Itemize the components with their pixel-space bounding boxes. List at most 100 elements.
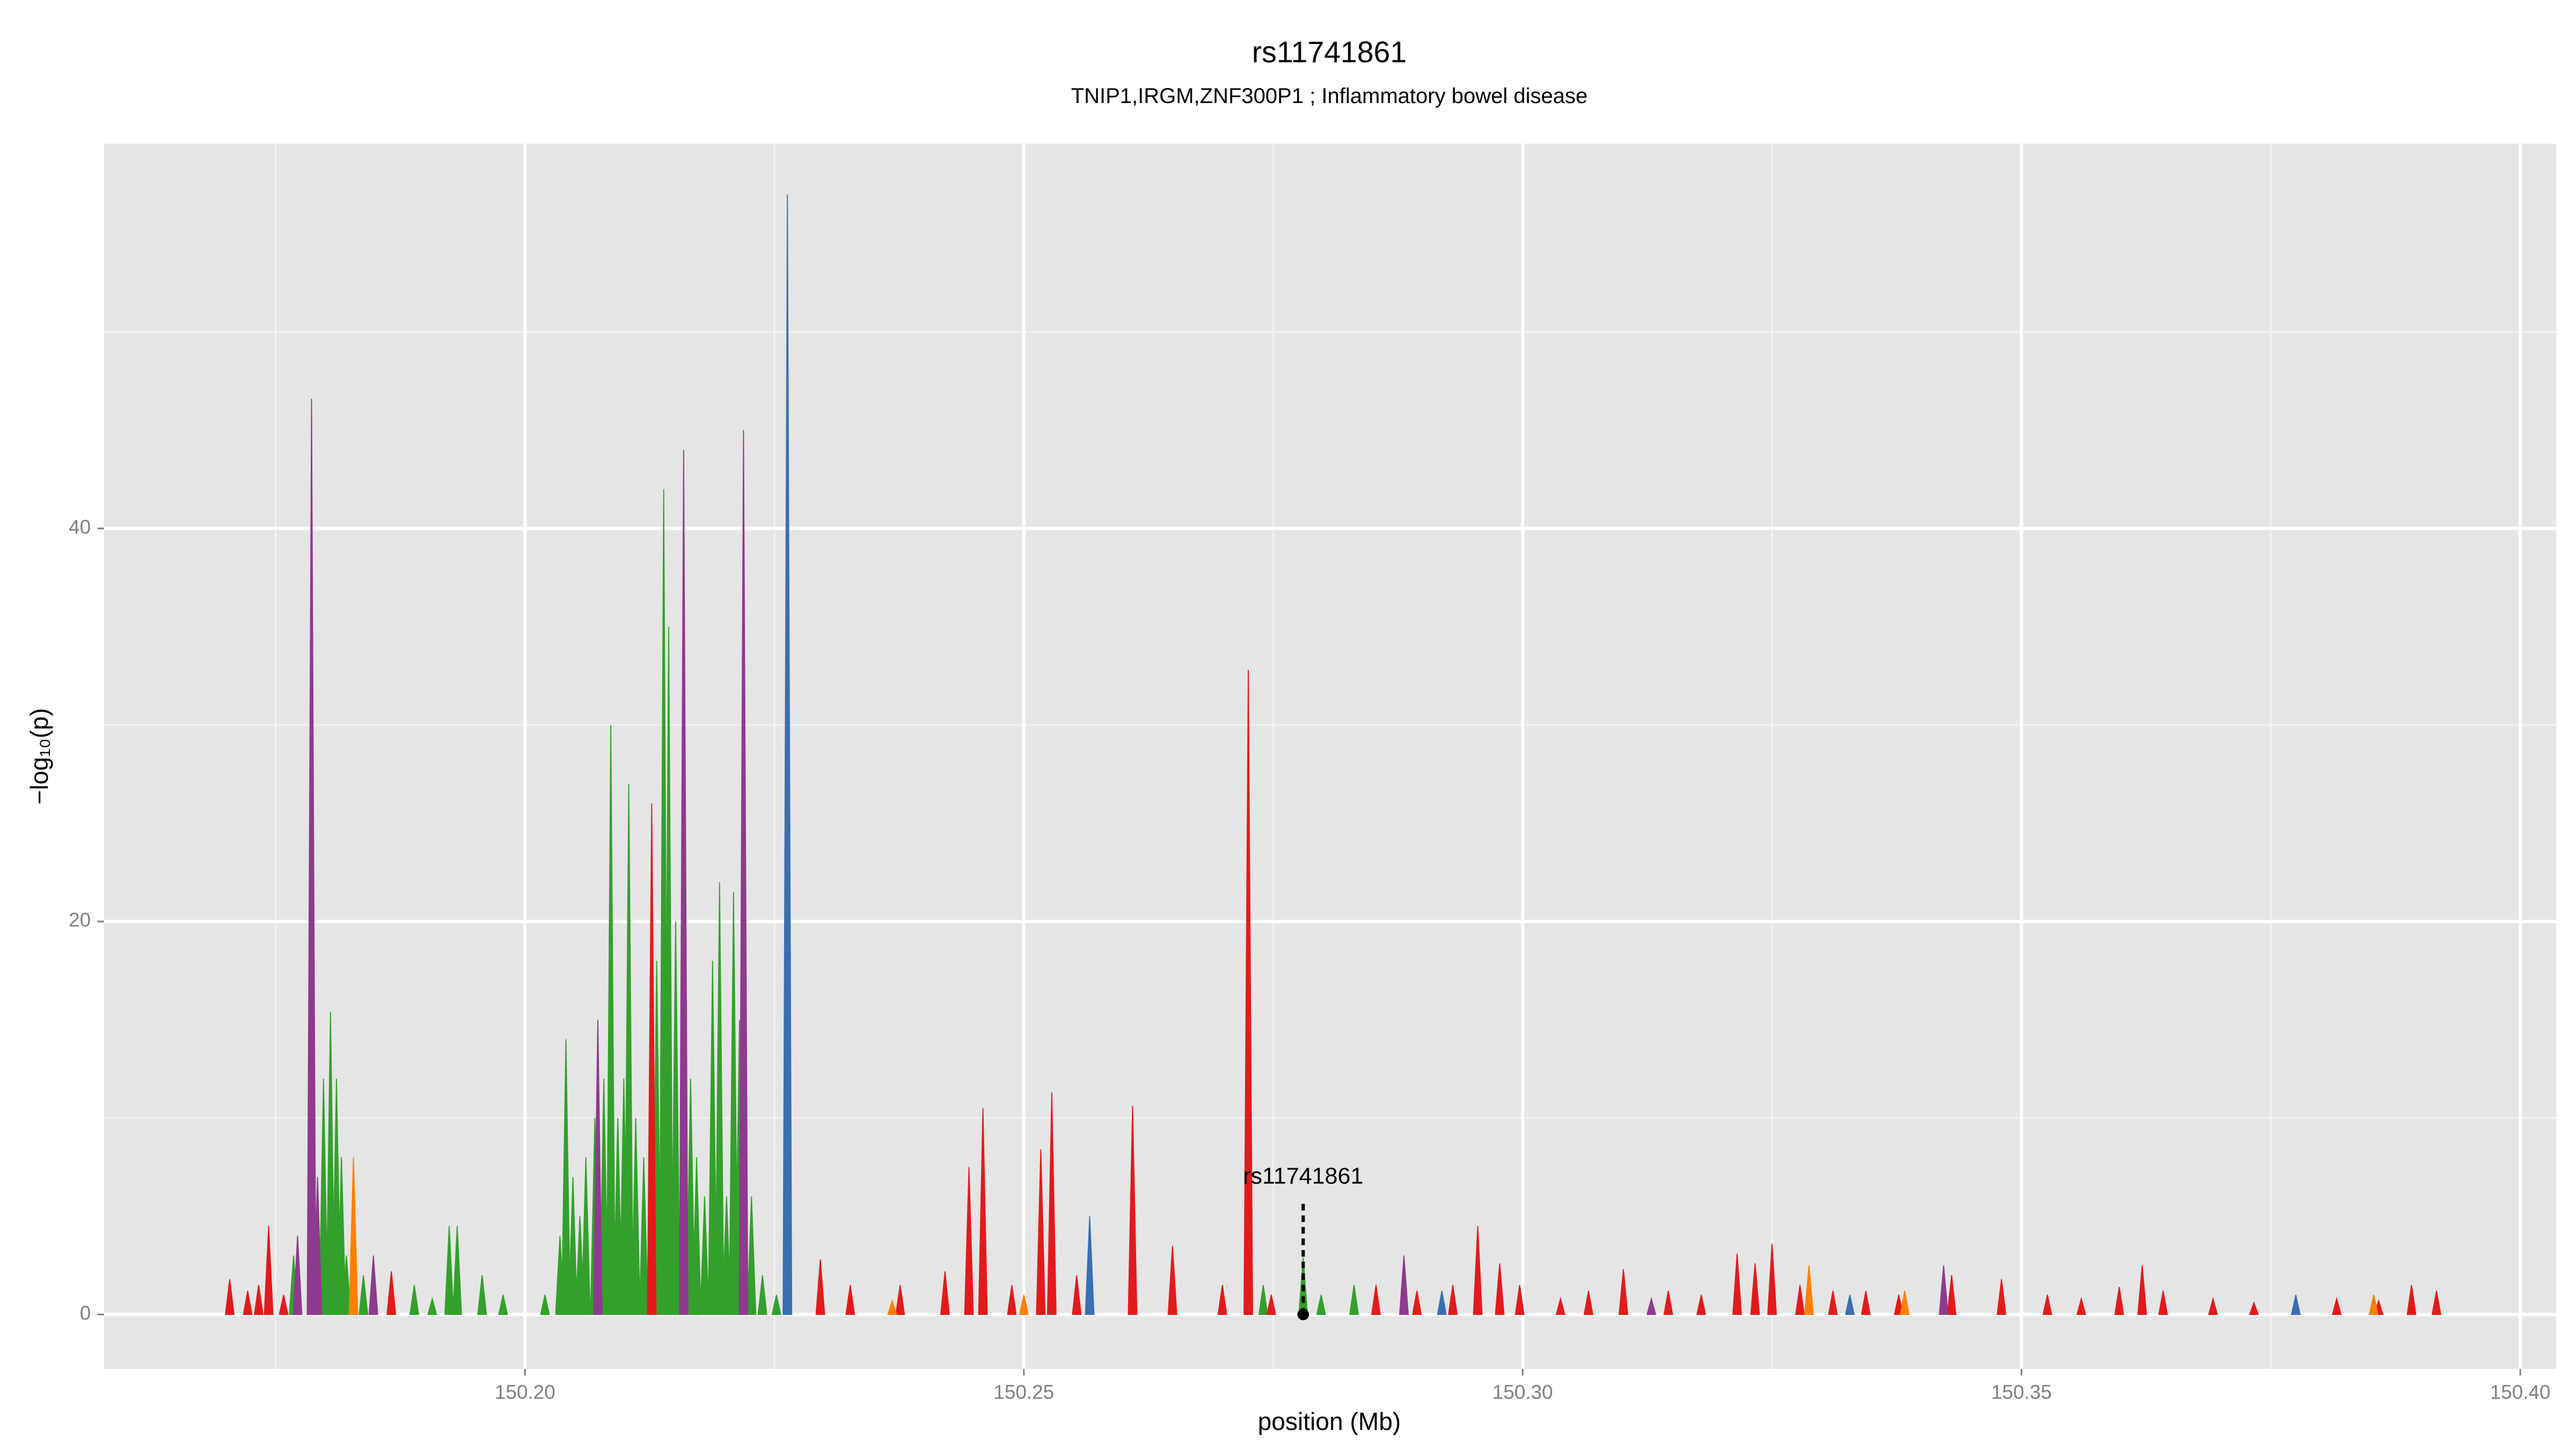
area-peak xyxy=(1085,1216,1095,1315)
area-peak xyxy=(1412,1291,1422,1315)
area-peak xyxy=(1243,670,1253,1315)
area-peak xyxy=(561,1039,571,1315)
area-peak xyxy=(714,882,724,1315)
area-peak xyxy=(2208,1297,2218,1315)
area-peak xyxy=(664,626,674,1315)
area-peak xyxy=(2137,1265,2147,1315)
x-tick-label: 150.20 xyxy=(495,1381,555,1403)
area-peak xyxy=(1514,1285,1525,1315)
annotation-label: rs11741861 xyxy=(1243,1163,1363,1189)
x-axis-title: position (Mb) xyxy=(1258,1407,1401,1435)
area-peak xyxy=(306,398,317,1315)
area-peak xyxy=(386,1271,397,1315)
area-peak xyxy=(568,1176,578,1315)
area-peak xyxy=(540,1294,550,1315)
area-peak xyxy=(631,1118,641,1315)
area-peak xyxy=(1555,1297,1566,1315)
area-peak xyxy=(1583,1291,1594,1315)
area-peak xyxy=(581,1157,591,1315)
area-peak xyxy=(1795,1285,1805,1315)
area-peak xyxy=(2368,1294,2379,1315)
area-peak xyxy=(279,1294,289,1315)
area-peak xyxy=(747,1196,757,1315)
area-peak xyxy=(685,1078,696,1315)
area-peak xyxy=(498,1294,508,1315)
area-peak xyxy=(647,803,657,1315)
area-peak xyxy=(1167,1246,1177,1315)
area-peak xyxy=(624,784,634,1315)
area-peak xyxy=(477,1275,487,1315)
y-tick-label: 20 xyxy=(69,909,91,931)
area-peak xyxy=(1732,1253,1742,1315)
area-peak xyxy=(1072,1275,1082,1315)
area-peak xyxy=(1266,1294,1276,1315)
area-peak xyxy=(2331,1297,2342,1315)
area-peak xyxy=(318,1078,328,1315)
x-tick-label: 150.25 xyxy=(993,1381,1054,1403)
area-peak xyxy=(707,961,718,1315)
y-axis-title: −log₁₀(p) xyxy=(25,708,53,804)
area-peak xyxy=(692,1157,701,1315)
grid xyxy=(104,143,2557,1369)
area-peak xyxy=(771,1294,781,1315)
area-peak xyxy=(1663,1291,1673,1315)
area-peak xyxy=(757,1275,767,1315)
area-peak xyxy=(2158,1291,2168,1315)
area-peak xyxy=(368,1255,378,1315)
area-peak xyxy=(1750,1263,1760,1315)
area-peak xyxy=(738,430,749,1315)
area-peak xyxy=(887,1299,897,1315)
area-peak xyxy=(1861,1291,1871,1315)
area-peak xyxy=(341,1255,352,1315)
x-tick-label: 150.40 xyxy=(2490,1381,2551,1403)
area-peak xyxy=(1845,1294,1855,1315)
area-peak xyxy=(1495,1263,1505,1315)
area-peak xyxy=(1938,1265,1949,1315)
area-peak xyxy=(1696,1294,1707,1315)
area-peak xyxy=(243,1291,253,1315)
area-peak xyxy=(1996,1279,2007,1315)
x-tick-label: 150.30 xyxy=(1492,1381,1553,1403)
area-peak xyxy=(336,1157,347,1315)
area-peak xyxy=(1804,1265,1814,1315)
area-peak xyxy=(593,1020,603,1315)
area-peak xyxy=(1258,1285,1268,1315)
area-peak xyxy=(292,1235,303,1315)
chart-subtitle: TNIP1,IRGM,ZNF300P1 ; Inflammatory bowel… xyxy=(1071,84,1588,108)
area-peak xyxy=(606,724,616,1315)
area-peak xyxy=(1316,1294,1326,1315)
area-peak xyxy=(1646,1297,1657,1315)
area-peak xyxy=(1900,1291,1910,1315)
area-peak xyxy=(2431,1291,2442,1315)
area-peak xyxy=(427,1297,437,1315)
area-peak xyxy=(1448,1285,1458,1315)
area-peak xyxy=(1473,1226,1483,1315)
y-tick-label: 40 xyxy=(69,516,91,538)
area-peak xyxy=(1046,1092,1057,1315)
area-peak xyxy=(253,1285,264,1315)
area-peak xyxy=(1828,1291,1838,1315)
area-peak xyxy=(1007,1285,1017,1315)
area-peak xyxy=(2406,1285,2417,1315)
area-peak xyxy=(1128,1106,1138,1315)
y-tick-label: 0 xyxy=(80,1302,91,1324)
area-peak xyxy=(845,1285,855,1315)
area-peak xyxy=(671,921,680,1315)
area-peak xyxy=(728,892,738,1315)
area-peak xyxy=(940,1271,950,1315)
area-peak xyxy=(1767,1243,1777,1315)
area-peak xyxy=(782,194,793,1315)
area-peak xyxy=(1946,1275,1957,1315)
area-peak xyxy=(1349,1285,1359,1315)
area-peak xyxy=(225,1279,235,1315)
area-peak xyxy=(1371,1285,1381,1315)
area-peak xyxy=(264,1226,274,1315)
panel xyxy=(104,143,2557,1369)
area-peak xyxy=(1019,1294,1029,1315)
area-peak xyxy=(409,1285,420,1315)
area-peak xyxy=(678,450,689,1315)
area-peak xyxy=(2076,1297,2087,1315)
area-peak xyxy=(721,1196,731,1315)
area-peak xyxy=(639,1157,649,1315)
